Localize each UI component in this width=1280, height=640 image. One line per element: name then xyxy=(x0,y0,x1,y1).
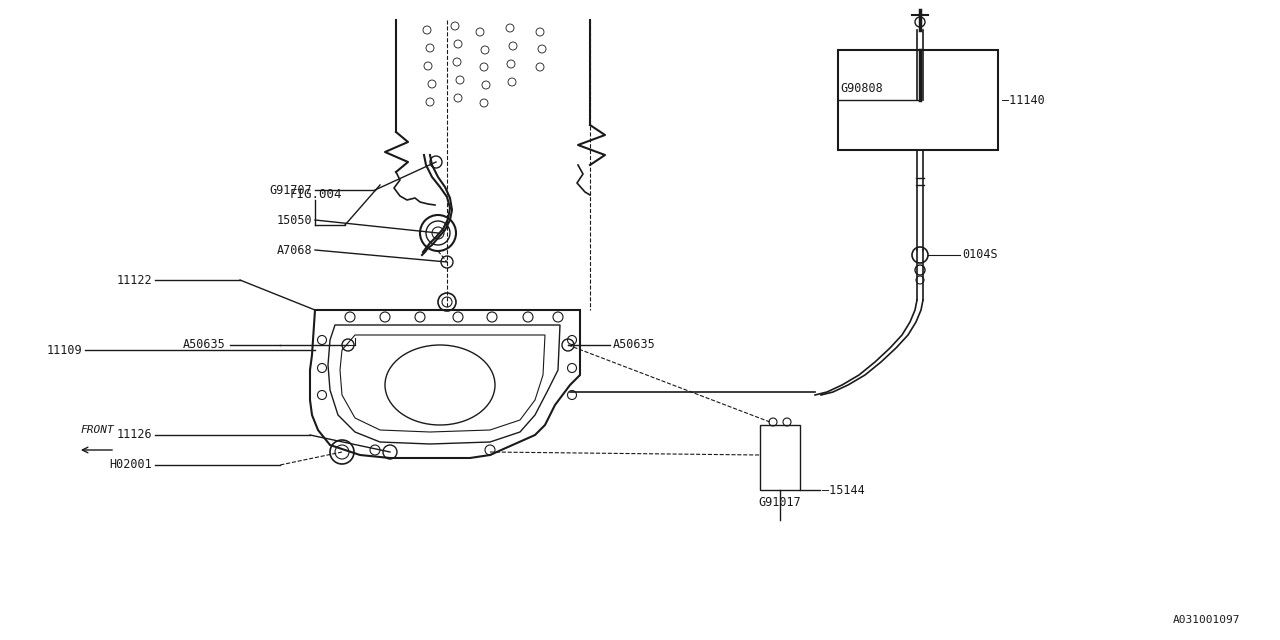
Text: A50635: A50635 xyxy=(183,339,227,351)
Text: G91707: G91707 xyxy=(269,184,312,196)
Text: H02001: H02001 xyxy=(109,458,152,472)
Text: A7068: A7068 xyxy=(276,243,312,257)
Bar xyxy=(838,50,998,150)
Text: 11109: 11109 xyxy=(46,344,82,356)
Text: —15144: —15144 xyxy=(822,483,865,497)
Text: G91017: G91017 xyxy=(758,495,801,509)
Text: 15050: 15050 xyxy=(276,214,312,227)
Text: —11140: —11140 xyxy=(1002,93,1044,106)
Text: 11126: 11126 xyxy=(116,429,152,442)
Text: FIG.004: FIG.004 xyxy=(291,189,343,202)
Text: A50635: A50635 xyxy=(613,339,655,351)
Text: 0104S: 0104S xyxy=(963,248,997,262)
Text: FRONT: FRONT xyxy=(81,425,114,435)
Bar xyxy=(760,425,800,490)
Text: 11122: 11122 xyxy=(116,273,152,287)
Text: G90808: G90808 xyxy=(840,82,883,95)
Text: A031001097: A031001097 xyxy=(1172,615,1240,625)
